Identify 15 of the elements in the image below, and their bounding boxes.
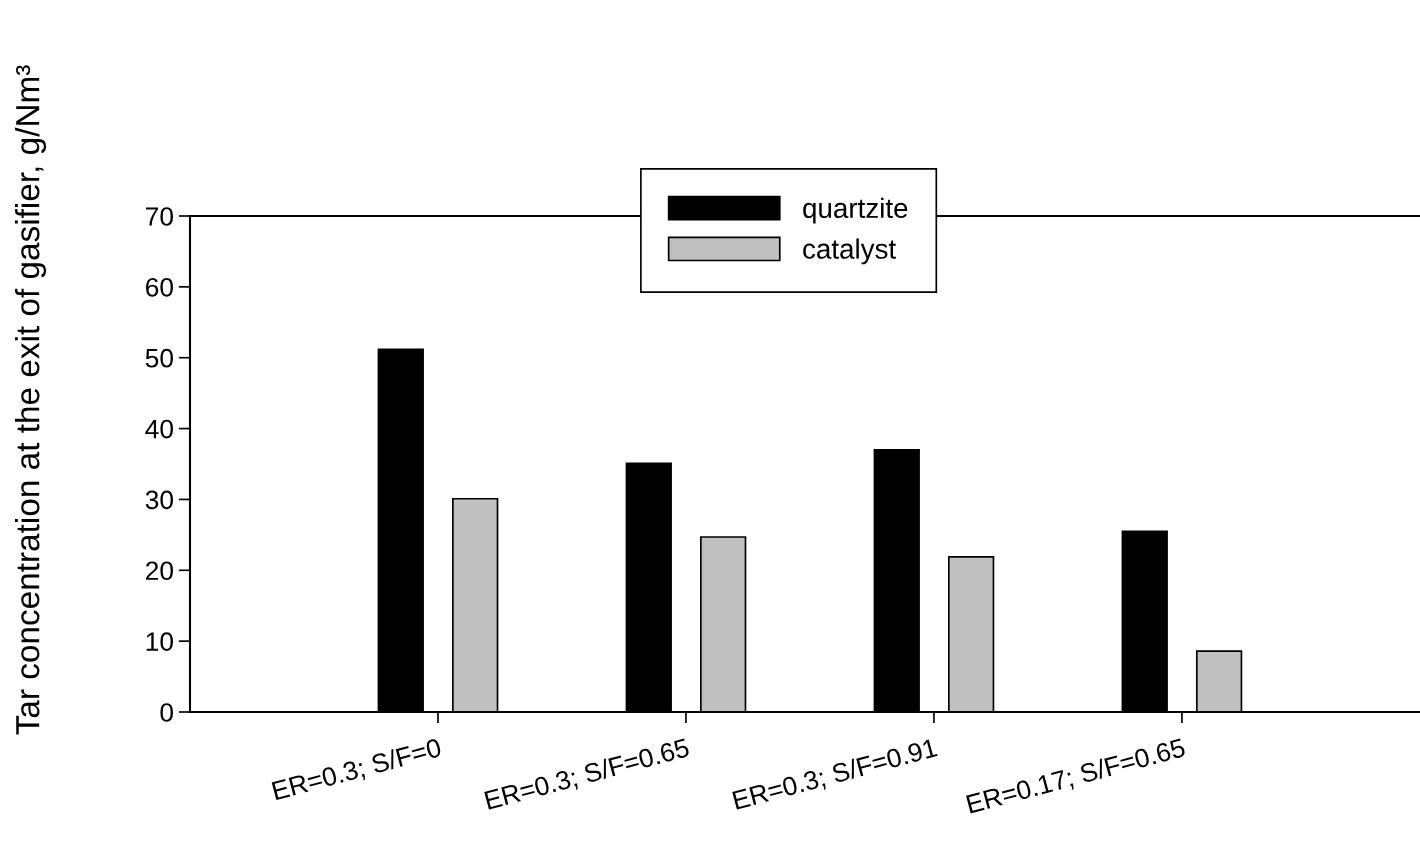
y-tick-label: 20 <box>146 561 173 581</box>
x-tick-label: ER=0.17; S/F=0.65 <box>965 737 1187 817</box>
y-tick-label: 70 <box>146 207 173 226</box>
x-tick-label: ER=0.3; S/F=0 <box>271 737 443 804</box>
y-tick-label: 50 <box>145 348 173 368</box>
y-tick-label: 30 <box>145 490 173 510</box>
y-tick-label: 40 <box>145 419 173 439</box>
y-tick-label: 10 <box>146 632 173 651</box>
y-tick-label: 0 <box>160 703 173 722</box>
legend-label: quartzite <box>803 197 908 224</box>
y-axis-title: Tar concentration at the exit of gasifier, g/Nm³ <box>15 65 47 735</box>
y-tick-label: 60 <box>146 277 173 297</box>
legend-label: catalyst <box>803 238 896 265</box>
x-tick-label: ER=0.3; S/F=0.65 <box>484 737 691 813</box>
x-tick-label: ER=0.3; S/F=0.91 <box>732 737 939 813</box>
